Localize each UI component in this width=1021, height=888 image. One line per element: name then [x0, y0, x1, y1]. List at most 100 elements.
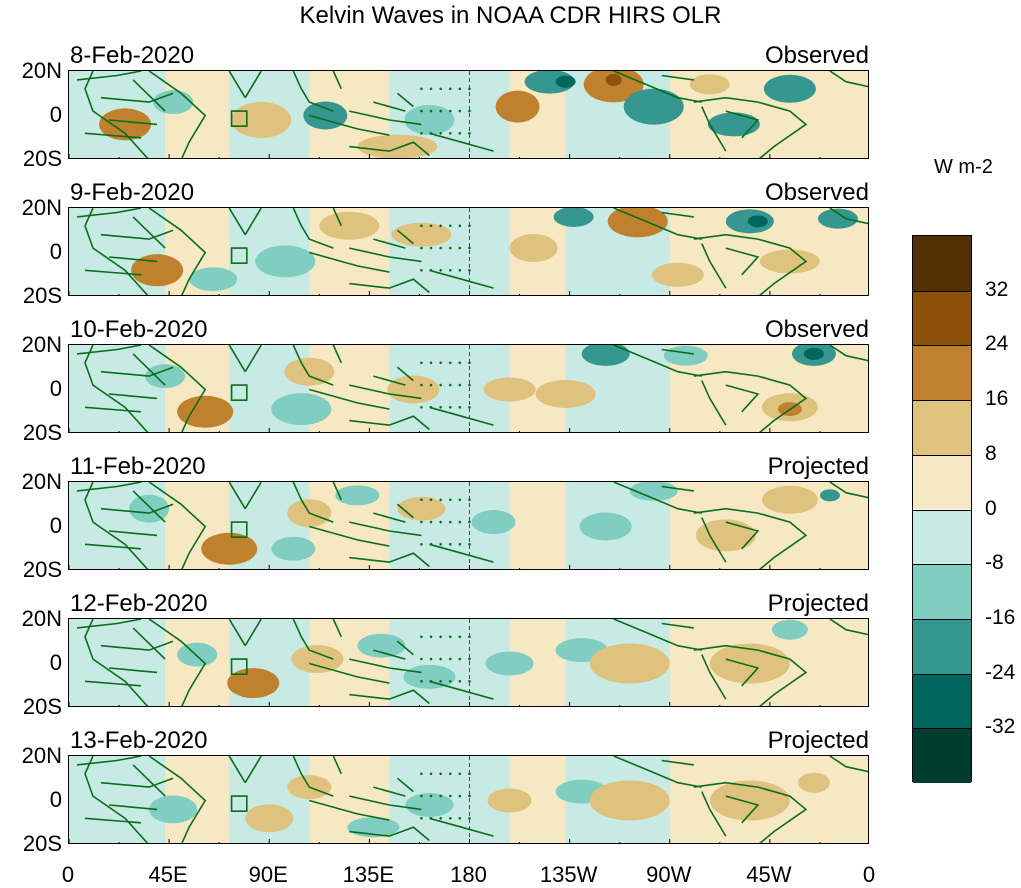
island-dot	[468, 543, 471, 546]
island-dot	[429, 109, 433, 113]
island-dot	[458, 635, 462, 639]
colorbar-label: -32	[985, 715, 1016, 739]
island-dot	[429, 520, 433, 524]
island-dot	[439, 543, 442, 546]
map-panel	[68, 755, 869, 844]
island-dot	[420, 498, 423, 502]
island-dot	[439, 817, 442, 820]
background-band	[509, 482, 567, 569]
coastline	[230, 658, 248, 675]
island-dot	[439, 224, 442, 228]
latitude-label: 20N	[21, 743, 62, 768]
longitude-label: 180	[450, 862, 487, 887]
island-dot	[448, 635, 452, 639]
island-dot	[468, 87, 471, 91]
coastline	[230, 110, 248, 127]
coastline	[661, 208, 868, 225]
coastline	[661, 71, 868, 88]
island-dot	[468, 498, 471, 502]
colorbar-segment	[913, 345, 971, 401]
olr-anomaly-map	[69, 208, 868, 295]
anomaly-contour	[271, 536, 316, 561]
coastline	[693, 781, 808, 843]
longitude-label: 90W	[646, 862, 692, 887]
longitude-label: 0	[862, 862, 876, 887]
island-dot	[458, 498, 462, 502]
island-dot	[439, 520, 442, 524]
anomaly-contour	[387, 375, 440, 404]
figure-title: Kelvin Waves in NOAA CDR HIRS OLR	[299, 2, 722, 29]
colorbar-segment	[913, 728, 971, 783]
island-dot	[429, 498, 433, 502]
anomaly-contour	[404, 104, 455, 135]
island-dot	[420, 543, 423, 546]
island-dot	[429, 383, 433, 387]
anomaly-contour	[535, 379, 596, 408]
coastline	[349, 689, 430, 705]
anomaly-contour	[241, 676, 266, 691]
coastline	[693, 233, 808, 295]
longitude-label: 90E	[248, 862, 288, 887]
anomaly-contour	[589, 780, 670, 821]
coastline	[661, 345, 868, 362]
latitude-label: 20S	[22, 146, 62, 171]
island-dot	[468, 109, 471, 113]
anomaly-contour	[605, 73, 622, 86]
map-panel	[68, 70, 869, 159]
island-dot	[458, 383, 462, 387]
coastline	[349, 415, 430, 431]
latitude-label: 20S	[22, 694, 62, 719]
latitude-label: 20S	[22, 557, 62, 582]
colorbar-segment	[913, 509, 971, 565]
latitude-label: 20N	[21, 606, 62, 631]
island-dot	[448, 109, 452, 113]
island-dot	[439, 680, 442, 683]
island-dot	[468, 269, 471, 272]
anomaly-contour	[319, 211, 380, 240]
coastline	[76, 619, 207, 706]
coastline	[228, 482, 262, 510]
island-dot	[420, 269, 423, 272]
coastline	[76, 208, 207, 295]
island-dot	[448, 794, 452, 798]
colorbar-segment	[913, 400, 971, 455]
coastline	[613, 482, 702, 514]
island-dot	[429, 657, 433, 661]
colorbar-segment	[913, 454, 971, 510]
anomaly-contour	[707, 112, 760, 137]
olr-anomaly-map	[69, 482, 868, 569]
panel-status: Observed	[764, 316, 869, 343]
colorbar-segment	[913, 290, 971, 346]
island-dot	[448, 772, 452, 776]
island-dot	[429, 269, 433, 272]
island-dot	[458, 406, 462, 409]
longitude-label: 135E	[342, 862, 395, 887]
latitude-label: 20S	[22, 420, 62, 445]
coastline	[230, 384, 248, 401]
anomaly-contour	[651, 262, 704, 287]
anomaly-contour	[581, 345, 630, 366]
island-dot	[429, 543, 433, 546]
anomaly-contour	[403, 664, 456, 689]
latitude-label: 20S	[22, 283, 62, 308]
panel-date: 13-Feb-2020	[70, 727, 208, 754]
coastline	[76, 482, 207, 569]
anomaly-contour	[817, 208, 858, 229]
island-dot	[458, 657, 462, 661]
coastline	[613, 208, 702, 240]
island-dot	[420, 817, 423, 820]
coastline	[230, 247, 248, 264]
colorbar-label: 8	[985, 441, 997, 465]
coastline	[230, 521, 248, 538]
island-dot	[468, 246, 471, 250]
island-dot	[458, 269, 462, 272]
island-dot	[468, 772, 471, 776]
map-panel	[68, 344, 869, 433]
coastline	[349, 278, 430, 294]
coastline	[84, 490, 174, 550]
island-dot	[420, 635, 423, 639]
coastline	[84, 627, 174, 687]
island-dot	[439, 406, 442, 409]
island-dot	[429, 817, 433, 820]
island-dot	[429, 406, 433, 409]
